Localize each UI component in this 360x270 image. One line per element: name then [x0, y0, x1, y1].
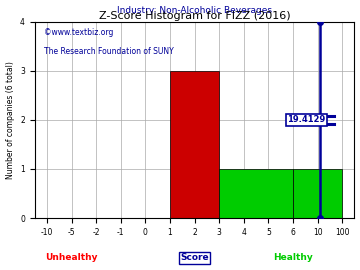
Text: Industry: Non-Alcoholic Beverages: Industry: Non-Alcoholic Beverages: [117, 6, 272, 15]
Text: Unhealthy: Unhealthy: [45, 253, 98, 262]
Text: Healthy: Healthy: [273, 253, 313, 262]
Y-axis label: Number of companies (6 total): Number of companies (6 total): [5, 61, 14, 179]
Text: ©www.textbiz.org: ©www.textbiz.org: [44, 28, 114, 37]
Bar: [293, 169, 342, 218]
Text: 19.4129: 19.4129: [287, 116, 325, 124]
Bar: [219, 169, 293, 218]
Bar: [170, 71, 219, 218]
Text: Score: Score: [180, 253, 209, 262]
Text: The Research Foundation of SUNY: The Research Foundation of SUNY: [44, 47, 174, 56]
Title: Z-Score Histogram for FIZZ (2016): Z-Score Histogram for FIZZ (2016): [99, 11, 291, 21]
